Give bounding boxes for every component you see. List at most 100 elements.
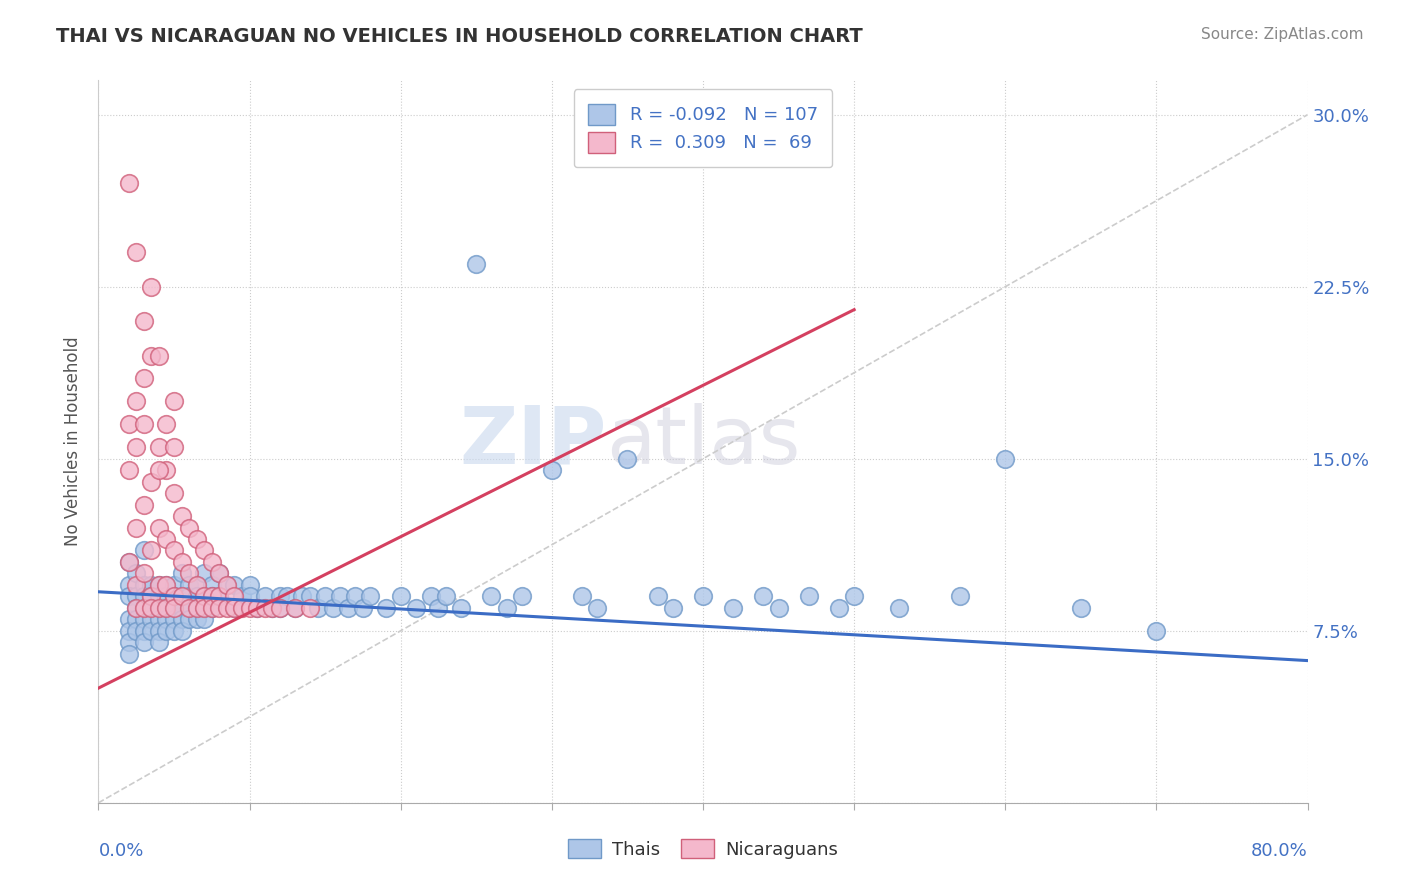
Point [125,578,148,592]
Point [148,440,170,454]
Point [118,417,141,432]
Point [148,624,170,638]
Point [269,600,291,615]
Point [170,555,193,569]
Point [141,590,163,604]
Point [148,635,170,649]
Point [797,590,820,604]
Point [170,590,193,604]
Point [141,543,163,558]
Point [132,578,155,592]
Point [141,590,163,604]
Point [434,590,457,604]
Point [495,600,517,615]
Point [132,498,155,512]
Point [163,590,186,604]
Point [125,245,148,260]
Point [828,600,851,615]
Point [269,590,291,604]
Point [692,590,714,604]
Point [329,590,352,604]
Point [284,600,307,615]
Point [125,624,148,638]
Point [647,590,669,604]
Point [246,600,269,615]
Point [148,578,170,592]
Point [540,463,562,477]
Point [994,451,1017,466]
Point [141,624,163,638]
Point [201,600,224,615]
Point [170,624,193,638]
Y-axis label: No Vehicles in Household: No Vehicles in Household [65,336,83,547]
Point [224,578,246,592]
Point [224,600,246,615]
Point [155,600,177,615]
Point [239,600,262,615]
Point [374,600,396,615]
Point [155,463,177,477]
Text: ZIP: ZIP [458,402,606,481]
Point [420,590,443,604]
Point [141,349,163,363]
Point [118,647,141,661]
Point [186,578,208,592]
Point [215,600,238,615]
Point [465,257,488,271]
Point [141,600,163,615]
Point [170,612,193,626]
Point [118,635,141,649]
Point [262,600,284,615]
Point [163,600,186,615]
Point [163,578,186,592]
Point [170,509,193,524]
Point [752,590,775,604]
Point [481,590,503,604]
Point [141,279,163,293]
Point [163,624,186,638]
Point [510,590,533,604]
Point [1144,624,1167,638]
Point [163,394,186,409]
Point [163,543,186,558]
Point [163,590,186,604]
Point [262,600,284,615]
Point [118,578,141,592]
Point [186,590,208,604]
Point [141,600,163,615]
Point [253,590,276,604]
Point [389,590,412,604]
Text: Source: ZipAtlas.com: Source: ZipAtlas.com [1201,27,1364,42]
Point [163,612,186,626]
Point [118,590,141,604]
Point [118,177,141,191]
Point [1070,600,1092,615]
Point [352,600,374,615]
Point [118,612,141,626]
Point [844,590,866,604]
Point [224,600,246,615]
Point [360,590,382,604]
Point [179,600,201,615]
Point [179,566,201,581]
Point [132,417,155,432]
Point [193,590,215,604]
Point [661,600,683,615]
Point [208,600,231,615]
Point [148,612,170,626]
Point [239,590,262,604]
Point [193,543,215,558]
Point [215,578,238,592]
Point [586,600,609,615]
Point [723,600,745,615]
Point [239,578,262,592]
Point [291,590,314,604]
Point [344,590,367,604]
Point [201,590,224,604]
Point [571,590,593,604]
Point [163,486,186,500]
Point [132,624,155,638]
Point [949,590,972,604]
Point [148,463,170,477]
Point [125,440,148,454]
